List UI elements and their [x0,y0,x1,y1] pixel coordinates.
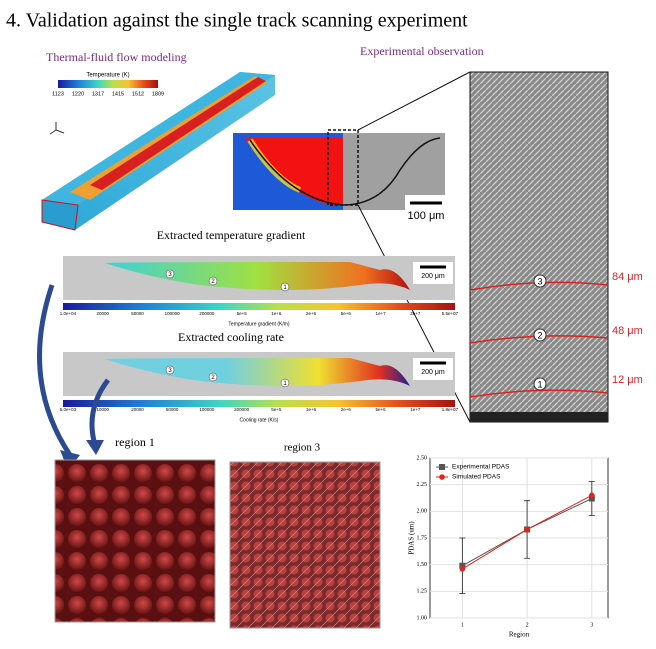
region-marker-label: 2 [211,375,215,381]
colorbar-tick: 100000 [165,311,181,316]
marker [589,492,595,499]
sem-image [469,71,609,423]
arrow [89,378,111,446]
legend-label: Simulated PDAS [452,474,501,481]
colorbar-tick: 200000 [234,407,250,412]
legend-label: Experimental PDAS [452,464,510,471]
colorbar-tick: 5e+6 [341,311,352,316]
track-3d [41,72,275,231]
y-tick-label: 1.00 [417,615,428,621]
arrow [37,284,73,457]
left-heading: Thermal-fluid flow modeling [46,50,187,64]
colorbar-label: Temperature gradient (K/m) [228,321,289,327]
cross-section [233,71,471,423]
y-tick-label: 1.75 [417,535,428,541]
colorbar-tick: 10000 [96,407,109,412]
colorbar-tick: 1e+6 [306,407,317,412]
y-axis-label: PDAS (um) [408,521,416,555]
colorbar-tick: 100000 [199,407,215,412]
colorbar-tick: 20000 [131,407,144,412]
sem-footer [470,412,608,422]
colorbar-tick: 1220 [72,91,84,97]
height-label: 12 μm [612,374,643,386]
y-tick-label: 1.50 [417,562,428,568]
region-marker-label: 1 [537,379,542,389]
colorbar-tick: 50000 [131,311,144,316]
panel-heading: Extracted cooling rate [178,330,284,344]
marker [588,495,595,502]
x-tick-label: 1 [461,622,464,628]
y-tick-label: 1.25 [417,589,428,595]
colorbar-tick: 2e+6 [306,311,317,316]
y-tick-label: 2.50 [417,455,428,461]
region-marker-label: 3 [168,272,172,278]
colorbar-tick: 1809 [152,91,164,97]
gradient-panel [63,256,455,310]
x-axis-label: Region [509,631,530,639]
region-marker-label: 3 [537,276,542,286]
legend-marker [439,474,445,480]
y-tick-label: 2.25 [417,482,428,488]
region-image [229,461,381,629]
colorbar-tick: 1.8e+07 [442,407,459,412]
region-marker-label: 2 [537,330,542,340]
scale-bar-label: 200 μm [421,369,445,376]
region-label: region 1 [115,435,155,449]
region-marker [533,274,547,288]
colorbar-label: Cooling rate (K/s) [240,417,279,423]
region-marker-label: 2 [211,279,215,285]
region-marker [280,378,290,388]
region-marker [533,377,547,391]
title: 4. Validation against the single track s… [6,10,468,32]
x-tick-label: 3 [590,622,593,628]
colorbar-tick: 50000 [166,407,179,412]
marker [524,526,530,533]
region-marker [533,328,547,342]
legend-marker [439,464,445,470]
scale-bar-label: 100 μm [408,210,445,222]
colorbar-tick: 1e+7 [410,407,421,412]
scale-bar-label: 200 μm [421,273,445,280]
region-marker-label: 1 [283,285,287,291]
colorbar-tick: 2e+7 [410,311,421,316]
region-marker [280,282,290,292]
colorbar-tick: 5.0e+03 [60,407,77,412]
colorbar-tick: 5e+5 [271,407,282,412]
colorbar-tick: 1123 [52,91,64,97]
cooling-panel [63,352,455,407]
y-tick-label: 2.00 [417,509,428,515]
region-label: region 3 [284,442,321,454]
colorbar-tick: 1.0e+04 [60,311,77,316]
marker [459,566,466,572]
colorbar-tick: 5e+6 [375,407,386,412]
colorbar-label: Temperature (K) [86,73,129,79]
colorbar-tick: 5e+5 [237,311,248,316]
colorbar-tick: 1512 [132,91,144,97]
x-tick-label: 2 [526,622,529,628]
colorbar-tick: 5.5e+07 [442,311,459,316]
region-image [54,459,216,623]
marker [459,562,466,569]
colorbar-tick: 1317 [92,91,104,97]
colorbar-tick: 200000 [199,311,215,316]
region-marker [208,276,218,286]
region-marker [208,372,218,382]
colorbar-tick: 20000 [96,311,109,316]
region-marker [165,365,175,375]
height-line [469,389,609,398]
height-label: 48 μm [612,325,643,337]
colorbar-tick: 1e+6 [271,311,282,316]
region-marker [165,269,175,279]
right-heading: Experimental observation [360,44,484,58]
colorbar-tick: 1e+7 [375,311,386,316]
height-label: 84 μm [612,271,643,283]
colorbar-tick: 2e+6 [341,407,352,412]
panel-heading: Extracted temperature gradient [157,228,306,242]
arrow-head [86,440,104,455]
region-marker-label: 1 [283,381,287,387]
region-marker-label: 3 [168,368,172,374]
colorbar-tick: 1415 [112,91,124,97]
